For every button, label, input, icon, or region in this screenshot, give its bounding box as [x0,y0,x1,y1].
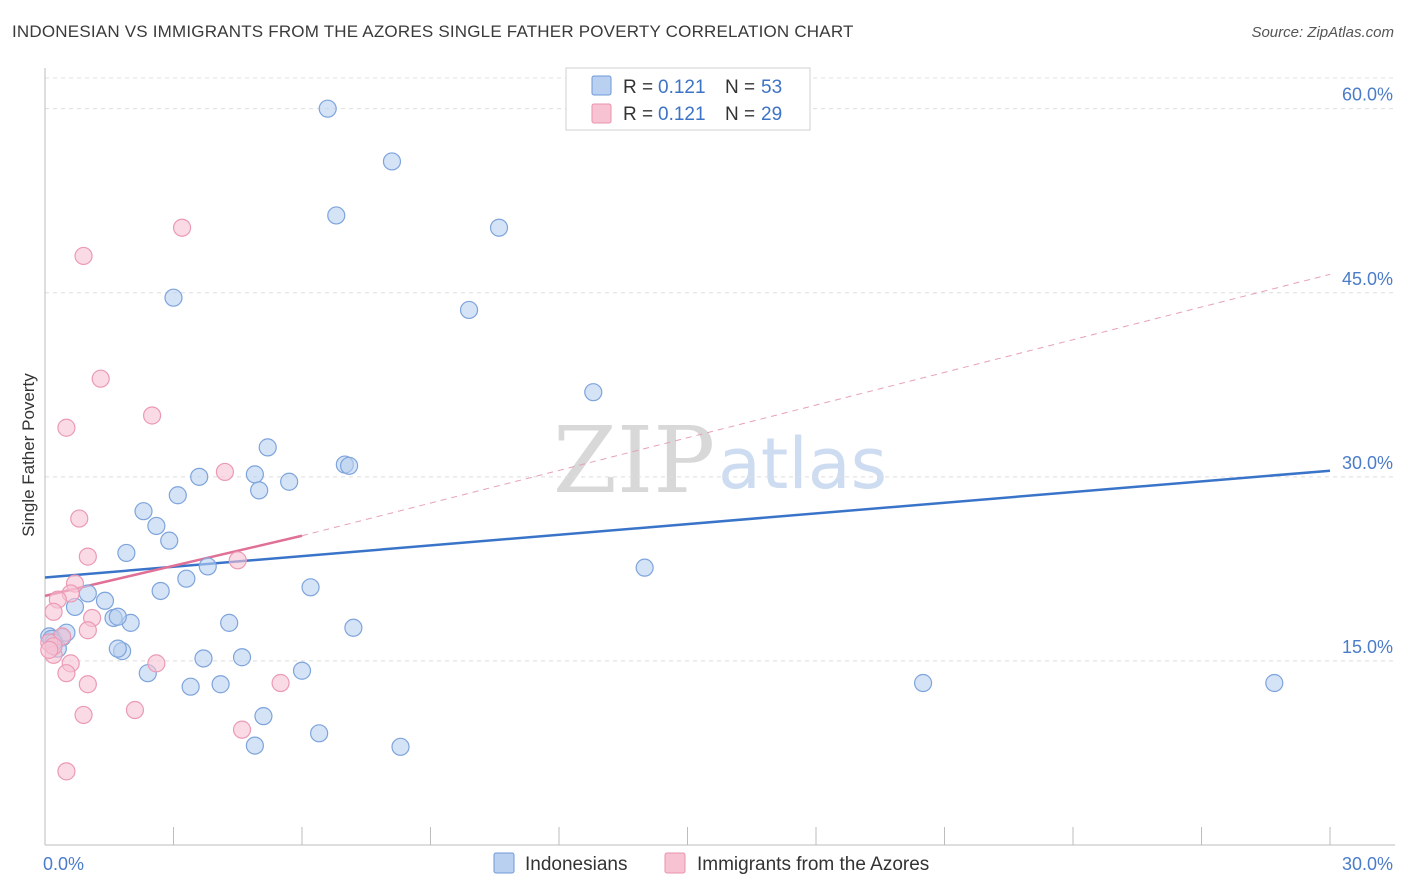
point-indonesians [340,456,359,475]
point-azores [142,406,162,425]
trend-line-indonesians [44,469,1331,579]
point-indonesians [190,467,209,486]
point-indonesians [147,516,166,536]
point-indonesians [1265,673,1284,693]
point-azores [271,673,290,693]
point-indonesians [164,288,183,307]
tick-labels: 15.0% 30.0% 45.0% 60.0% 0.0% 30.0% [43,85,1393,874]
point-indonesians [151,581,170,601]
bottom-legend-swatch-azores [664,852,686,874]
legend-n-label-2: N = [725,104,755,125]
point-azores [125,700,145,720]
legend-r-value-2: 0.121 [658,104,706,125]
y-axis-label: Single Father Poverty [19,373,38,537]
point-indonesians [310,724,329,743]
point-azores [74,246,93,266]
y-tick-label: 60.0% [1342,85,1393,105]
bottom-legend-label-indonesians: Indonesians [525,854,627,875]
point-azores [228,551,247,570]
point-indonesians [382,152,402,171]
point-indonesians [134,502,153,521]
point-indonesians [584,383,603,402]
bottom-legend-swatch-indonesians [493,852,515,874]
axes [44,68,1395,846]
point-azores [232,720,252,739]
point-indonesians [254,707,273,726]
point-indonesians [327,206,346,225]
watermark-zip: ZIP [553,407,715,514]
data-points [40,99,1284,781]
point-indonesians [344,618,363,637]
point-indonesians [108,607,127,626]
legend-r-value-1: 0.121 [658,77,706,98]
x-tick-label-max: 30.0% [1342,854,1393,874]
point-azores [70,509,89,528]
point-indonesians [245,465,264,484]
x-tick-label-min: 0.0% [43,854,84,874]
point-azores [78,675,97,694]
point-azores [57,762,76,781]
chart-title: INDONESIAN VS IMMIGRANTS FROM THE AZORES… [12,22,854,41]
series-legend: Indonesians Immigrants from the Azores [493,852,929,875]
point-indonesians [95,591,115,610]
point-indonesians [635,558,654,577]
point-azores [91,369,110,388]
point-indonesians [181,677,200,696]
bottom-legend-label-azores: Immigrants from the Azores [697,854,929,875]
trend-line-azores-extension [301,273,1331,537]
point-indonesians [258,438,277,457]
stats-legend: R = 0.121 N = 53 R = 0.121 N = 29 [565,67,811,131]
legend-n-value-1: 53 [761,77,782,98]
point-indonesians [459,300,479,320]
point-indonesians [232,648,252,667]
point-azores [44,602,63,621]
point-azores [40,640,59,659]
point-indonesians [292,661,312,680]
point-azores [78,621,97,640]
point-indonesians [108,639,127,658]
source-label: Source: ZipAtlas.com [1251,24,1394,41]
point-indonesians [211,675,230,694]
point-indonesians [220,613,239,632]
point-azores [172,218,192,237]
y-tick-label: 45.0% [1342,269,1393,289]
point-indonesians [177,569,196,588]
point-indonesians [245,736,264,755]
point-indonesians [318,99,337,118]
y-tick-label: 15.0% [1342,637,1393,657]
point-indonesians [913,673,933,693]
point-azores [74,705,93,725]
legend-swatch-indonesians [591,75,612,96]
legend-r-label-1: R = [623,77,653,98]
legend-swatch-azores [591,103,612,124]
point-indonesians [391,737,410,756]
grid-lines [45,77,1395,662]
point-azores [57,664,76,683]
legend-n-value-2: 29 [761,104,782,125]
y-tick-label: 30.0% [1342,453,1393,473]
point-azores [57,418,76,437]
watermark-atlas: atlas [718,423,887,505]
point-indonesians [250,481,269,500]
point-indonesians [280,472,299,491]
legend-r-label-2: R = [623,104,653,125]
legend-n-label-1: N = [725,77,755,98]
point-indonesians [198,557,217,576]
point-indonesians [489,218,509,237]
point-azores [78,547,97,566]
point-indonesians [168,486,187,505]
point-azores [215,462,234,482]
point-indonesians [301,578,320,597]
point-indonesians [117,543,136,563]
point-indonesians [194,649,213,668]
point-indonesians [160,531,179,550]
point-azores [147,654,166,673]
